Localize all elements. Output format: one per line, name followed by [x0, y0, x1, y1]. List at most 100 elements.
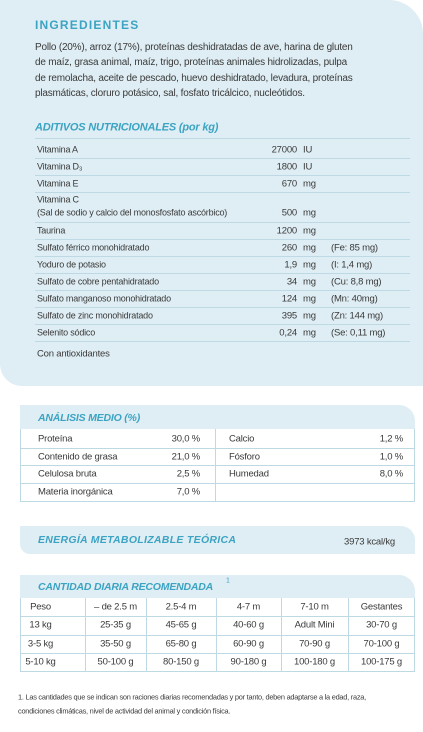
cell: 13 kg	[29, 619, 52, 631]
daily-header	[20, 575, 415, 598]
rule	[20, 616, 415, 618]
additive-note: (Se: 0,11 mg)	[331, 326, 386, 338]
nutrient-name: Celulosa bruta	[38, 468, 97, 480]
rule	[215, 482, 415, 484]
column-header: – de 2.5 m	[94, 601, 137, 613]
cell: 70-90 g	[299, 637, 330, 649]
rule	[35, 307, 410, 308]
analysis-header	[20, 405, 415, 429]
additive-unit: mg	[303, 177, 316, 189]
additive-name: Yoduro de potasio	[37, 259, 106, 269]
additive-detail: (Sal de sodio y calcio del monosfosfato …	[37, 207, 228, 218]
nutrient-value: 1,2 %	[379, 433, 403, 445]
additive-amount: 260	[281, 241, 297, 253]
nutrient-value: 1,0 %	[379, 450, 403, 462]
additive-name: Sulfato manganoso monohidratado	[37, 293, 171, 303]
additive-name: Vitamina A	[37, 144, 78, 154]
additive-note: (I: 1,4 mg)	[331, 258, 373, 270]
section-title: ADITIVOS NUTRICIONALES (por kg)	[35, 121, 219, 134]
nutrient-value: 7,0 %	[176, 485, 200, 497]
rule	[215, 465, 415, 466]
additive-unit: mg	[303, 309, 316, 321]
cell: Adult Mini	[294, 619, 335, 631]
cell: 100-175 g	[361, 656, 402, 668]
column-header: 4-7 m	[236, 601, 261, 613]
additive-name: Sulfato férrico monohidratado	[37, 242, 150, 252]
ingredients-text: Pollo (20%), arroz (17%), proteínas desh…	[35, 42, 353, 53]
cell: 3-5 kg	[27, 637, 54, 649]
additive-unit: IU	[303, 143, 313, 155]
energy-label: ENERGÍA METABOLIZABLE TEÓRICA	[38, 533, 237, 546]
nutrient-name: Proteína	[38, 433, 73, 445]
additive-name: Taurina	[37, 225, 66, 235]
section-title: CANTIDAD DIARIA RECOMENDADA	[38, 580, 214, 593]
additive-amount: 27000	[271, 143, 298, 155]
additive-name: Sulfato de zinc monohidratado	[37, 310, 153, 320]
rule	[20, 652, 415, 654]
cell: 100-180 g	[294, 656, 335, 668]
additive-amount: 1,9	[284, 258, 297, 270]
rule	[35, 158, 410, 159]
additive-amount: 395	[281, 309, 297, 321]
additive-unit: mg	[303, 241, 316, 253]
additive-name: Vitamina E	[37, 178, 79, 188]
additive-unit: mg	[303, 275, 316, 287]
rule	[20, 447, 215, 449]
cell: 5-10 kg	[25, 656, 56, 668]
rule	[20, 465, 215, 466]
additive-amount: 34	[286, 275, 297, 287]
additive-amount: 670	[281, 177, 297, 189]
section-title: ANÁLISIS MEDIO (%)	[38, 411, 140, 424]
rule	[35, 324, 410, 325]
additive-amount: 1200	[276, 224, 298, 236]
additive-amount: 500	[281, 207, 297, 219]
ingredients-text: plasmáticas, cloruro potásico, sal, fosf…	[35, 87, 305, 99]
rule	[35, 175, 410, 176]
footnote: 1. Las cantidades que se indican son rac…	[18, 692, 366, 702]
column-header: 2.5-4 m	[165, 601, 197, 613]
additive-note: (Mn: 40mg)	[331, 292, 378, 304]
additive-name: Sulfato de cobre pentahidratado	[37, 276, 159, 286]
cell: 40-60 g	[233, 619, 264, 631]
additive-amount: 0,24	[279, 326, 297, 338]
cell: 35-50 g	[100, 637, 131, 649]
additive-unit: IU	[303, 160, 313, 172]
additive-amount: 124	[281, 292, 297, 304]
column-header: Gestantes	[360, 601, 403, 613]
column-header: 7-10 m	[300, 601, 329, 613]
rule	[20, 634, 415, 636]
additive-name: Selenito sódico	[37, 327, 96, 337]
cell: 80-150 g	[163, 656, 199, 668]
additive-unit: mg	[303, 258, 316, 270]
column-header: Peso	[30, 601, 51, 613]
additives-note: Con antioxidantes	[37, 348, 110, 360]
nutrient-value: 30,0 %	[171, 433, 201, 445]
nutrient-name: Materia inorgánica	[38, 485, 113, 497]
nutrient-name: Calcio	[229, 433, 255, 445]
footnote-mark: 1	[226, 577, 230, 585]
cell: 70-100 g	[363, 637, 400, 649]
cell: 25-35 g	[100, 619, 131, 631]
nutrient-name: Contenido de grasa	[38, 450, 118, 462]
ingredients-text: de remolacha, aceite de pescado, huevo d…	[35, 72, 353, 84]
additive-note: (Cu: 8,8 mg)	[331, 275, 382, 287]
cell: 50-100 g	[97, 656, 134, 668]
rule	[35, 341, 410, 342]
additive-name: Vitamina D₃	[37, 161, 83, 171]
rule	[35, 239, 410, 240]
nutrient-name: Fósforo	[229, 450, 260, 462]
rule	[35, 222, 410, 223]
footnote: condiciones climáticas, nivel de activid…	[18, 706, 231, 716]
nutrient-value: 8,0 %	[379, 468, 403, 480]
cell: 90-180 g	[230, 656, 267, 668]
nutrient-value: 2,5 %	[176, 468, 200, 480]
rule	[215, 447, 415, 449]
additive-note: (Zn: 144 mg)	[331, 309, 383, 321]
cell: 45-65 g	[165, 619, 197, 631]
rule	[35, 138, 410, 139]
energy-bar	[20, 526, 415, 554]
nutrient-value: 21,0 %	[171, 450, 201, 462]
rule	[20, 482, 215, 484]
rule	[35, 273, 410, 274]
